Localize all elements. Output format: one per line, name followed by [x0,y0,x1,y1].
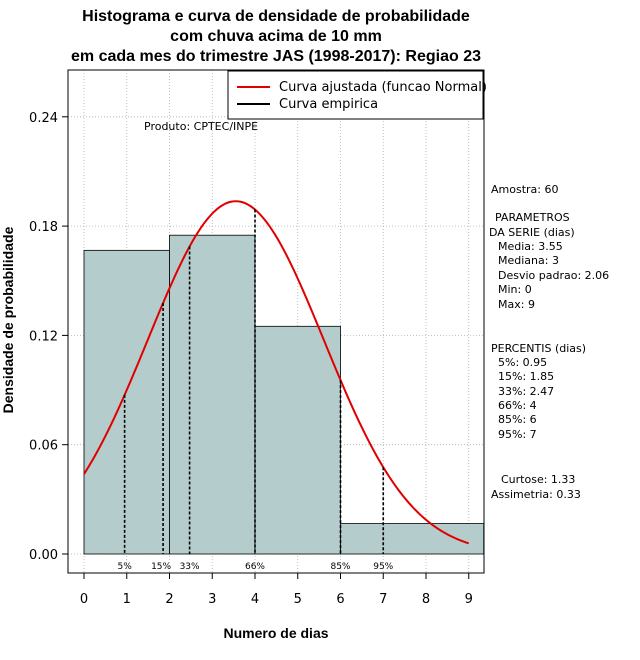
percentile-85: 85%: 6 [498,413,537,426]
sample-size: Amostra: 60 [491,183,558,196]
percentile-label: 15% [151,562,171,572]
histogram-bars [83,234,485,555]
skewness: Assimetria: 0.33 [491,488,581,501]
histogram-bar [340,523,485,555]
param-stddev: Desvio padrao: 2.06 [498,269,609,282]
fitted-curve-layer [83,200,470,545]
x-tick-label: 0 [80,592,88,607]
percentile-label: 33% [180,562,200,572]
x-tick-label: 4 [251,592,259,607]
title-line-3: em cada mes do trimestre JAS (1998-2017)… [71,48,481,65]
histogram-bar [254,325,341,555]
legend-fitted-label: Curva ajustada (funcao Normal) [279,80,487,95]
param-min: Min: 0 [498,283,532,296]
percentile-5: 5%: 0.95 [498,356,547,369]
legend-empirical-label: Curva empirica [279,97,378,112]
x-tick-label: 5 [294,592,302,607]
percentile-label: 66% [245,562,265,572]
histogram-bar [83,249,170,555]
param-max: Max: 9 [498,298,535,311]
title-line-1: Histograma e curva de densidade de proba… [82,8,470,25]
histogram-bar [169,234,256,555]
param-mean: Media: 3.55 [498,240,563,253]
kurtosis: Curtose: 1.33 [501,473,575,486]
chart-title: Histograma e curva de densidade de proba… [71,8,481,65]
percentile-33: 33%: 2.47 [498,385,554,398]
y-tick-label: 0.12 [29,329,58,344]
axes: 0 1 2 3 4 5 6 7 8 9 0.00 0.06 0.12 0.18 0.24 [29,111,473,607]
y-axis-title: Densidade de probabilidade [0,226,16,413]
y-tick-label: 0.06 [29,439,58,454]
x-tick-label: 7 [379,592,387,607]
percentile-15: 15%: 1.85 [498,370,554,383]
legend: Curva ajustada (funcao Normal) Curva emp… [227,70,487,120]
percentile-label: 95% [373,562,393,572]
x-tick-label: 1 [123,592,131,607]
plot-frame [67,69,485,574]
params-header-2: DA SERIE (dias) [489,226,575,239]
stats-panel: Amostra: 60 PARAMETROS DA SERIE (dias) M… [489,183,609,501]
y-tick-label: 0.18 [29,220,58,235]
y-tick-label: 0.24 [29,111,58,126]
legend-box [227,70,484,120]
x-axis-title: Numero de dias [223,625,328,641]
normal-fit-curve [83,200,470,545]
percentiles-header: PERCENTIS (dias) [491,342,586,355]
percentile-label: 85% [330,562,350,572]
x-tick-label: 3 [208,592,216,607]
param-median: Mediana: 3 [498,254,559,267]
credit-label: Produto: CPTEC/INPE [144,120,258,133]
params-header-1: PARAMETROS [495,211,570,224]
percentile-lines: 5% 15% 33% 66% 85% 95% [117,209,394,572]
y-tick-label: 0.00 [29,548,58,563]
percentile-label: 5% [117,562,132,572]
x-tick-label: 8 [422,592,430,607]
x-tick-label: 2 [165,592,173,607]
x-tick-label: 9 [465,592,473,607]
x-tick-label: 6 [336,592,344,607]
percentile-95: 95%: 7 [498,428,537,441]
percentile-66: 66%: 4 [498,399,537,412]
title-line-2: com chuva acima de 10 mm [170,28,382,45]
